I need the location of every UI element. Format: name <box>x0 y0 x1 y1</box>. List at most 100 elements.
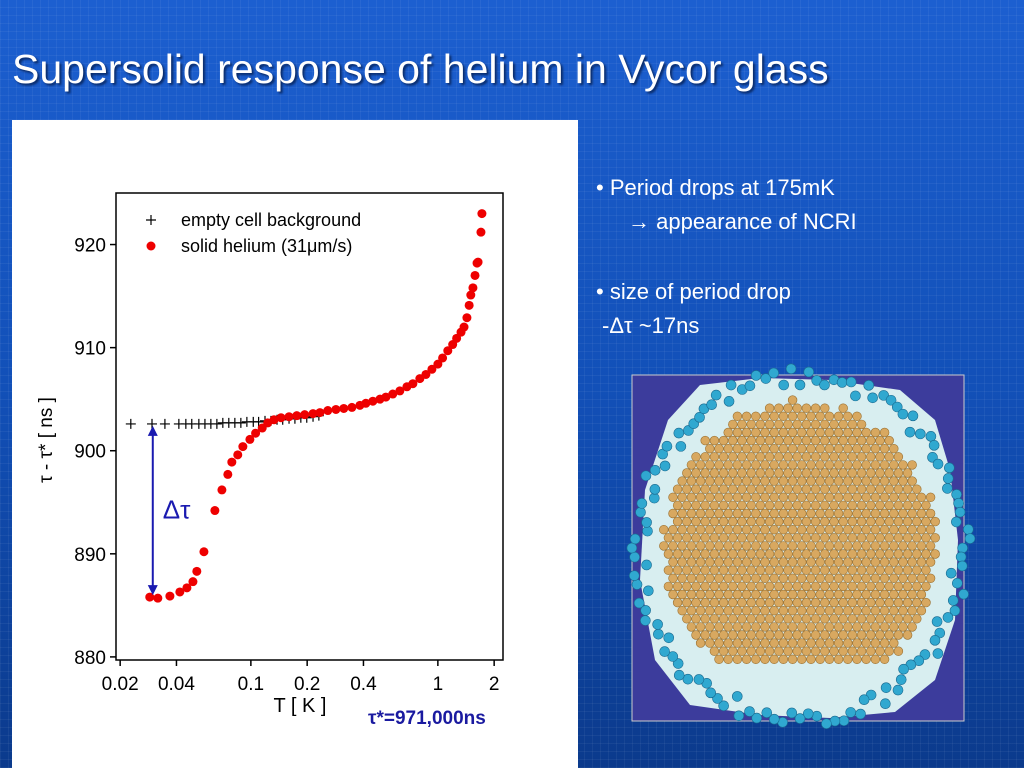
solid-atom <box>718 597 729 608</box>
solid-atom <box>741 411 752 421</box>
solid-atom <box>898 557 908 567</box>
solid-atom <box>769 557 779 567</box>
solid-atom <box>852 476 862 486</box>
solid-atom <box>847 484 858 494</box>
solid-atom <box>879 589 890 600</box>
solid-atom <box>751 492 761 502</box>
solid-atom <box>787 541 798 551</box>
solid-atom <box>728 565 738 575</box>
solid-atom <box>875 630 885 640</box>
solid-atom <box>700 516 710 527</box>
solid-atom <box>833 460 844 470</box>
solid-atom <box>682 484 692 494</box>
solid-atom <box>898 541 908 551</box>
solid-atom <box>912 516 922 527</box>
solid-atom <box>769 524 779 535</box>
wall-atom <box>942 612 954 623</box>
solid-atom <box>852 622 862 632</box>
wall-atom <box>880 682 892 693</box>
solid-atom <box>682 516 692 527</box>
solid-atom <box>728 516 738 527</box>
solid-atom <box>838 403 848 413</box>
solid-atom <box>824 411 835 421</box>
solid-atom <box>695 492 706 502</box>
solid-atom <box>741 605 752 616</box>
solid-atom <box>760 444 770 454</box>
solid-atom <box>709 516 720 527</box>
solid-atom <box>695 638 706 648</box>
solid-atom <box>709 533 720 543</box>
point <box>223 469 233 479</box>
wall-atom <box>626 542 638 554</box>
solid-atom <box>907 492 917 502</box>
solid-atom <box>838 516 848 527</box>
wall-atom <box>649 464 661 476</box>
solid-atom <box>709 468 720 478</box>
solid-atom <box>723 427 733 438</box>
wall-atom <box>932 458 944 470</box>
solid-atom <box>898 524 908 535</box>
solid-atom <box>810 533 821 543</box>
solid-atom <box>746 419 756 430</box>
solid-atom <box>879 622 890 632</box>
solid-atom <box>806 638 816 648</box>
solid-atom <box>852 427 862 438</box>
solid-atom <box>797 654 807 664</box>
solid-atom <box>746 452 756 462</box>
solid-atom <box>847 646 858 656</box>
solid-atom <box>764 614 775 624</box>
solid-atom <box>921 533 931 543</box>
solid-atom <box>856 516 867 527</box>
solid-atom <box>787 444 798 454</box>
solid-atom <box>907 622 917 632</box>
solid-atom <box>668 589 678 600</box>
solid-atom <box>815 654 825 664</box>
solid-atom <box>746 468 756 478</box>
solid-atom <box>778 541 789 551</box>
solid-atom <box>829 435 839 446</box>
solid-atom <box>833 476 844 486</box>
wall-atom <box>951 489 962 500</box>
solid-atom <box>741 508 752 519</box>
solid-atom <box>691 452 701 462</box>
solid-atom <box>833 427 844 438</box>
wall-atom <box>958 588 969 600</box>
wall-atom <box>768 713 780 725</box>
solid-atom <box>737 516 747 527</box>
solid-atom <box>663 565 674 575</box>
wall-atom <box>785 363 797 375</box>
solid-atom <box>774 500 784 511</box>
solid-atom <box>806 524 816 535</box>
solid-atom <box>889 622 899 632</box>
solid-atom <box>732 411 743 421</box>
solid-atom <box>866 581 876 592</box>
solid-atom <box>879 557 890 567</box>
solid-atom <box>875 549 885 559</box>
solid-atom <box>879 573 890 583</box>
point <box>253 416 264 427</box>
point <box>238 442 248 452</box>
solid-atom <box>866 516 876 527</box>
solid-atom <box>810 419 821 430</box>
solid-atom <box>847 468 858 478</box>
solid-atom <box>695 605 706 616</box>
solid-atom <box>820 452 830 462</box>
solid-atom <box>833 654 844 664</box>
solid-atom <box>875 614 885 624</box>
solid-atom <box>723 476 733 486</box>
solid-atom <box>705 557 715 567</box>
solid-atom <box>833 541 844 551</box>
wall-atom <box>652 619 663 630</box>
solid-atom <box>691 597 701 608</box>
solid-atom <box>833 411 844 421</box>
solid-atom <box>778 476 789 486</box>
wall-atom <box>836 377 848 388</box>
solid-atom <box>787 460 798 470</box>
solid-atom <box>833 492 844 502</box>
solid-atom <box>732 589 743 600</box>
solid-atom <box>861 573 871 583</box>
solid-atom <box>783 549 793 559</box>
solid-atom <box>672 581 683 592</box>
solid-atom <box>774 597 784 608</box>
solid-atom <box>815 524 825 535</box>
